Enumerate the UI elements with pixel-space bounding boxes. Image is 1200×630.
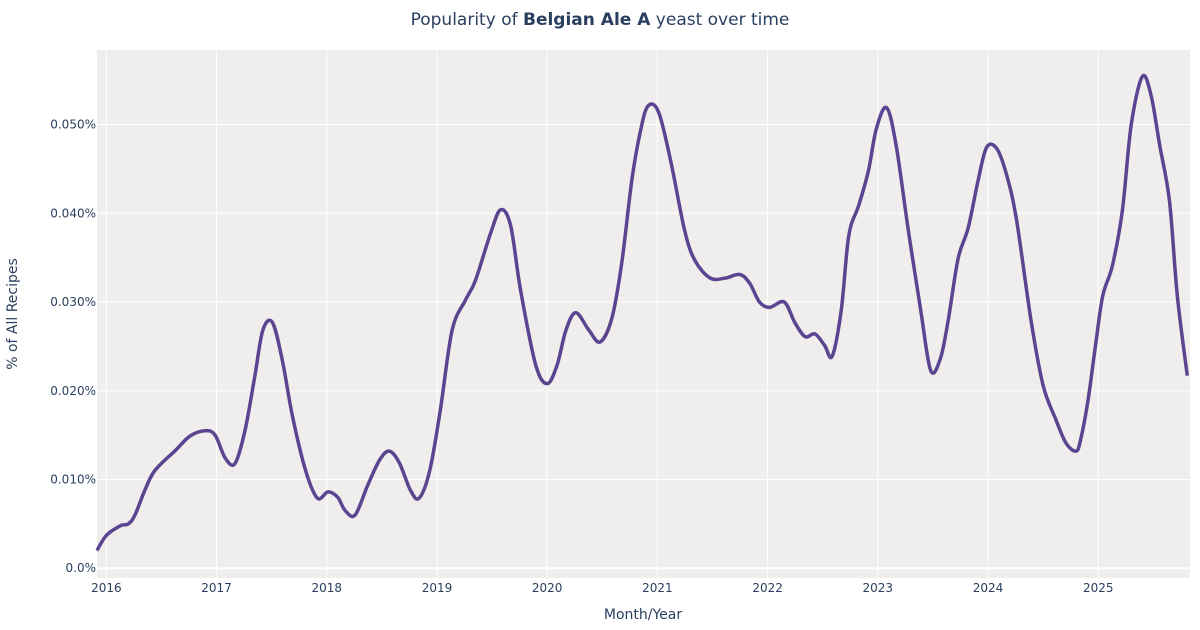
series-line [95, 73, 1190, 552]
x-tick-label: 2020 [532, 581, 563, 595]
y-tick-label: 0.050% [50, 118, 96, 132]
x-axis-title: Month/Year [604, 607, 682, 623]
y-tick-label: 0.040% [50, 206, 96, 220]
x-tick-label: 2019 [422, 581, 453, 595]
x-tick-label: 2022 [752, 581, 783, 595]
x-tick-label: 2025 [1083, 581, 1114, 595]
y-tick-label: 0.010% [50, 472, 96, 486]
x-tick-label: 2024 [973, 581, 1004, 595]
y-axis-ticks: 0.0% 0.010% 0.020% 0.030% 0.040% 0.050% [50, 118, 96, 576]
x-tick-label: 2016 [91, 581, 122, 595]
chart-title: Popularity of Belgian Ale A yeast over t… [411, 10, 790, 30]
plot-area [97, 50, 1190, 578]
y-tick-label: 0.020% [50, 384, 96, 398]
y-tick-label: 0.030% [50, 295, 96, 309]
x-tick-label: 2017 [201, 581, 232, 595]
x-axis-ticks: 2016 2017 2018 2019 2020 2021 2022 2023 2024 2025 [91, 581, 1113, 595]
x-tick-label: 2021 [642, 581, 673, 595]
x-tick-label: 2023 [863, 581, 894, 595]
y-axis-title: % of All Recipes [5, 258, 21, 370]
gridlines [97, 50, 1190, 578]
y-tick-label: 0.0% [66, 561, 97, 575]
x-tick-label: 2018 [311, 581, 342, 595]
